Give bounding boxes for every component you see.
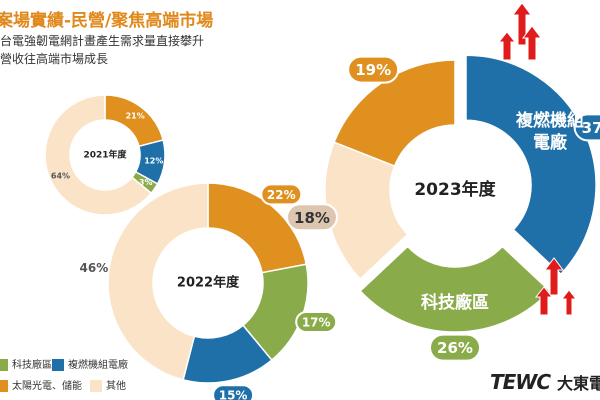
label-pill xyxy=(429,333,481,362)
legend-label: 科技廠區 xyxy=(12,358,52,371)
value-label: 18% xyxy=(294,209,330,227)
label-pill xyxy=(295,310,338,333)
slice-annotation: 科技廠區 xyxy=(421,293,489,313)
value-label: 21% xyxy=(126,112,145,121)
label-pill xyxy=(347,55,400,84)
value-label: 64% xyxy=(51,171,70,180)
legend-label: 複燃機組電廠 xyxy=(68,358,128,371)
chart-title: 2023年度 xyxy=(414,179,496,200)
subtitle: 台電強韌電網計畫產生需求量直接攀升 xyxy=(0,34,205,48)
value-label: 46% xyxy=(80,261,109,275)
value-label: 26% xyxy=(437,339,473,357)
arrows xyxy=(497,2,578,316)
legend-swatch xyxy=(52,359,64,371)
label-pill xyxy=(212,384,255,400)
value-label: 22% xyxy=(267,188,296,202)
logo-name: 大東電 xyxy=(557,374,600,393)
donut-hole xyxy=(153,228,263,338)
label-pill xyxy=(285,203,338,232)
legend-swatch xyxy=(0,359,8,371)
donut-slice xyxy=(465,54,597,276)
value-label: 12% xyxy=(144,157,163,166)
donut-hole xyxy=(390,125,520,255)
label-pill xyxy=(260,183,303,206)
value-label: 15% xyxy=(219,389,248,400)
legend-label: 其他 xyxy=(106,379,126,392)
value-label: 37% xyxy=(582,119,600,137)
subtitle: 營收往高端市場成長 xyxy=(0,52,109,66)
legend-swatch xyxy=(90,380,102,392)
value-label: 17% xyxy=(302,315,331,329)
donut-slice xyxy=(359,245,551,333)
chart-title: 2021年度 xyxy=(83,149,127,161)
chart-title: 2022年度 xyxy=(177,275,240,291)
donut-hole xyxy=(70,120,140,190)
value-label: 19% xyxy=(355,61,391,79)
legend-swatch xyxy=(0,380,8,392)
logo-mark: TEWC xyxy=(490,370,551,394)
legend-label: 太陽光電、儲能 xyxy=(12,379,82,392)
value-label: 3% xyxy=(139,178,153,187)
title: 案場實績-民營/聚焦高端市場 xyxy=(0,11,214,31)
slice-annotation: 複燃機組電廠 xyxy=(516,111,584,153)
